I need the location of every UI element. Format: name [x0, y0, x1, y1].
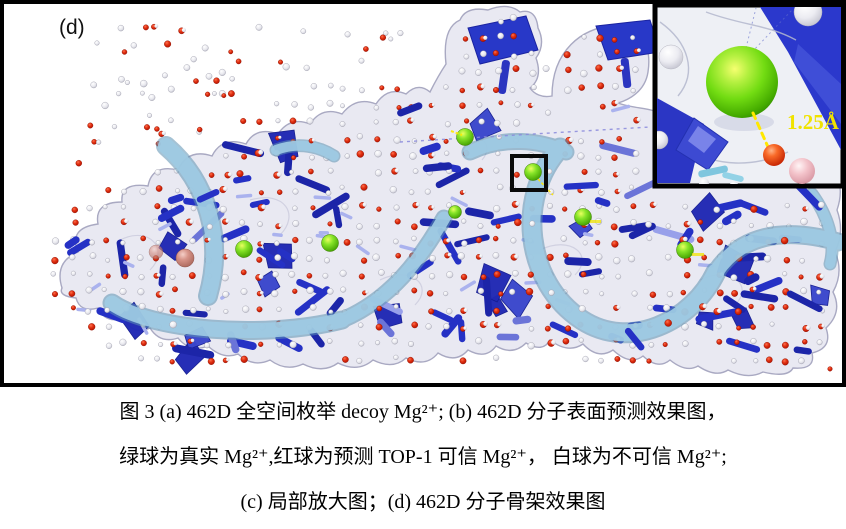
mg-site-true-green [524, 163, 542, 181]
figure-panel-d: 1.25Å (d) [0, 0, 846, 387]
mg-site-true-green [574, 208, 592, 226]
mg-site-true-green [456, 128, 474, 146]
molecular-render: 1.25Å (d) [0, 0, 846, 387]
inset-predicted-mg-sphere [763, 144, 785, 166]
inset-uncertain-white-sphere [658, 44, 684, 70]
mg-site-true-green [448, 205, 462, 219]
caption-line-2: 绿球为真实 Mg²⁺,红球为预测 TOP-1 可信 Mg²⁺， 白球为不可信 M… [119, 446, 727, 468]
inset-true-mg-sphere [706, 46, 778, 118]
inset-zoom-panel: 1.25Å [652, 2, 846, 189]
figure-caption: 图 3 (a) 462D 全空间枚举 decoy Mg²⁺; (b) 462D … [0, 387, 846, 529]
distance-label: 1.25Å [787, 110, 840, 134]
highlight-square-annotation [510, 154, 548, 192]
inset-white-spheres [657, 7, 823, 150]
inset-uncertain-white-sphere [657, 130, 669, 150]
inset-blue-band [760, 7, 841, 150]
mg-site-true-green [321, 234, 339, 252]
panel-label: (d) [59, 16, 85, 39]
inset-uncertain-white-sphere [793, 7, 823, 27]
backbone-ribbons [102, 132, 846, 344]
caption-line-1: 图 3 (a) 462D 全空间枚举 decoy Mg²⁺; (b) 462D … [119, 401, 727, 423]
inset-blue-cartoon [657, 98, 704, 183]
mg-site-true-green [235, 240, 253, 258]
caption-line-3: (c) 局部放大图；(d) 462D 分子骨架效果图 [240, 491, 606, 513]
mg-site-salmon [175, 248, 195, 268]
mg-site-true-green [676, 241, 694, 259]
inset-pink-sphere [789, 158, 815, 184]
nucleotide-sticks-front [64, 102, 823, 355]
mg-ion-spheres [148, 128, 704, 268]
decoy-dots-layer-front [51, 37, 825, 365]
mg-site-salmon [148, 244, 164, 260]
inset-distance-dashes [751, 111, 770, 149]
figure-border [0, 0, 846, 387]
top-protrusion-blocks [467, 15, 661, 95]
